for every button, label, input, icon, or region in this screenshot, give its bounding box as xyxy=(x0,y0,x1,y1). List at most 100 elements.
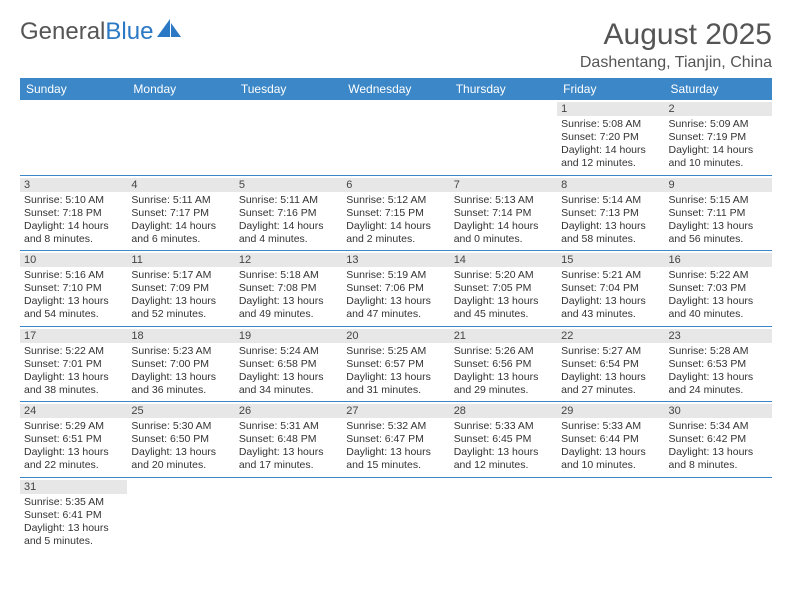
calendar-cell: 30Sunrise: 5:34 AMSunset: 6:42 PMDayligh… xyxy=(665,402,772,478)
daylight-text: Daylight: 13 hours and 58 minutes. xyxy=(561,220,660,246)
sunset-text: Sunset: 7:03 PM xyxy=(669,282,768,295)
calendar-cell: 10Sunrise: 5:16 AMSunset: 7:10 PMDayligh… xyxy=(20,251,127,327)
day-header: Sunday xyxy=(20,78,127,100)
calendar-cell: 26 Sunrise: 5:31 AMSunset: 6:48 PMDayligh… xyxy=(235,402,342,478)
sunset-text: Sunset: 7:17 PM xyxy=(131,207,230,220)
calendar-row: 24Sunrise: 5:29 AMSunset: 6:51 PMDayligh… xyxy=(20,402,772,478)
daylight-text: Daylight: 13 hours and 20 minutes. xyxy=(131,446,230,472)
calendar-cell: 19Sunrise: 5:24 AMSunset: 6:58 PMDayligh… xyxy=(235,326,342,402)
daylight-text: Daylight: 13 hours and 38 minutes. xyxy=(24,371,123,397)
day-number: 26 xyxy=(235,404,342,418)
sunset-text: Sunset: 7:08 PM xyxy=(239,282,338,295)
day-number: 5 xyxy=(235,178,342,192)
sunrise-text: Sunrise: 5:13 AM xyxy=(454,194,553,207)
daylight-text: Daylight: 14 hours and 6 minutes. xyxy=(131,220,230,246)
daylight-text: Daylight: 13 hours and 34 minutes. xyxy=(239,371,338,397)
day-header: Thursday xyxy=(450,78,557,100)
calendar-row: 1Sunrise: 5:08 AMSunset: 7:20 PMDaylight… xyxy=(20,100,772,175)
calendar-cell: 2Sunrise: 5:09 AMSunset: 7:19 PMDaylight… xyxy=(665,100,772,175)
calendar-cell: 20Sunrise: 5:25 AMSunset: 6:57 PMDayligh… xyxy=(342,326,449,402)
sunrise-text: Sunrise: 5:11 AM xyxy=(131,194,230,207)
daylight-text: Daylight: 14 hours and 10 minutes. xyxy=(669,144,768,170)
daylight-text: Daylight: 13 hours and 8 minutes. xyxy=(669,446,768,472)
sunset-text: Sunset: 7:13 PM xyxy=(561,207,660,220)
sunset-text: Sunset: 7:18 PM xyxy=(24,207,123,220)
calendar-cell-empty xyxy=(450,477,557,552)
daylight-text: Daylight: 13 hours and 54 minutes. xyxy=(24,295,123,321)
sunrise-text: Sunrise: 5:31 AM xyxy=(239,420,338,433)
calendar-cell-empty xyxy=(235,100,342,175)
calendar-cell: 18Sunrise: 5:23 AMSunset: 7:00 PMDayligh… xyxy=(127,326,234,402)
calendar-cell: 15Sunrise: 5:21 AMSunset: 7:04 PMDayligh… xyxy=(557,251,664,327)
daylight-text: Daylight: 13 hours and 31 minutes. xyxy=(346,371,445,397)
calendar-cell-empty xyxy=(127,477,234,552)
day-number: 16 xyxy=(665,253,772,267)
day-number: 13 xyxy=(342,253,449,267)
sunset-text: Sunset: 6:44 PM xyxy=(561,433,660,446)
calendar-cell: 5Sunrise: 5:11 AMSunset: 7:16 PMDaylight… xyxy=(235,175,342,251)
calendar-cell: 11Sunrise: 5:17 AMSunset: 7:09 PMDayligh… xyxy=(127,251,234,327)
daylight-text: Daylight: 13 hours and 27 minutes. xyxy=(561,371,660,397)
month-title: August 2025 xyxy=(580,18,772,52)
calendar-cell: 13Sunrise: 5:19 AMSunset: 7:06 PMDayligh… xyxy=(342,251,449,327)
calendar-cell: 29Sunrise: 5:33 AMSunset: 6:44 PMDayligh… xyxy=(557,402,664,478)
sunset-text: Sunset: 6:48 PM xyxy=(239,433,338,446)
calendar-cell: 21Sunrise: 5:26 AMSunset: 6:56 PMDayligh… xyxy=(450,326,557,402)
day-number: 31 xyxy=(20,480,127,494)
sunrise-text: Sunrise: 5:30 AM xyxy=(131,420,230,433)
sunset-text: Sunset: 6:57 PM xyxy=(346,358,445,371)
sunrise-text: Sunrise: 5:16 AM xyxy=(24,269,123,282)
sunset-text: Sunset: 6:45 PM xyxy=(454,433,553,446)
day-number: 23 xyxy=(665,329,772,343)
sunset-text: Sunset: 7:00 PM xyxy=(131,358,230,371)
day-header: Monday xyxy=(127,78,234,100)
day-number: 20 xyxy=(342,329,449,343)
day-number: 1 xyxy=(557,102,664,116)
day-number: 25 xyxy=(127,404,234,418)
daylight-text: Daylight: 14 hours and 0 minutes. xyxy=(454,220,553,246)
calendar-cell-empty xyxy=(450,100,557,175)
calendar-table: SundayMondayTuesdayWednesdayThursdayFrid… xyxy=(20,78,772,552)
calendar-cell: 1Sunrise: 5:08 AMSunset: 7:20 PMDaylight… xyxy=(557,100,664,175)
sunrise-text: Sunrise: 5:28 AM xyxy=(669,345,768,358)
sunrise-text: Sunrise: 5:17 AM xyxy=(131,269,230,282)
sunrise-text: Sunrise: 5:22 AM xyxy=(24,345,123,358)
day-header: Friday xyxy=(557,78,664,100)
sunrise-text: Sunrise: 5:09 AM xyxy=(669,118,768,131)
calendar-cell: 12Sunrise: 5:18 AMSunset: 7:08 PMDayligh… xyxy=(235,251,342,327)
calendar-cell: 9Sunrise: 5:15 AMSunset: 7:11 PMDaylight… xyxy=(665,175,772,251)
sunrise-text: Sunrise: 5:33 AM xyxy=(561,420,660,433)
sunrise-text: Sunrise: 5:26 AM xyxy=(454,345,553,358)
sunset-text: Sunset: 7:05 PM xyxy=(454,282,553,295)
daylight-text: Daylight: 14 hours and 4 minutes. xyxy=(239,220,338,246)
sunrise-text: Sunrise: 5:08 AM xyxy=(561,118,660,131)
sunrise-text: Sunrise: 5:22 AM xyxy=(669,269,768,282)
calendar-cell: 25Sunrise: 5:30 AMSunset: 6:50 PMDayligh… xyxy=(127,402,234,478)
sunset-text: Sunset: 7:10 PM xyxy=(24,282,123,295)
day-number: 30 xyxy=(665,404,772,418)
sunset-text: Sunset: 6:53 PM xyxy=(669,358,768,371)
day-number: 22 xyxy=(557,329,664,343)
sunset-text: Sunset: 6:54 PM xyxy=(561,358,660,371)
daylight-text: Daylight: 13 hours and 49 minutes. xyxy=(239,295,338,321)
header: GeneralBlue August 2025 Dashentang, Tian… xyxy=(20,18,772,72)
daylight-text: Daylight: 13 hours and 22 minutes. xyxy=(24,446,123,472)
calendar-cell: 17Sunrise: 5:22 AMSunset: 7:01 PMDayligh… xyxy=(20,326,127,402)
calendar-cell-empty xyxy=(342,100,449,175)
sunset-text: Sunset: 7:01 PM xyxy=(24,358,123,371)
daylight-text: Daylight: 13 hours and 5 minutes. xyxy=(24,522,123,548)
calendar-cell: 28Sunrise: 5:33 AMSunset: 6:45 PMDayligh… xyxy=(450,402,557,478)
daylight-text: Daylight: 13 hours and 45 minutes. xyxy=(454,295,553,321)
day-header: Saturday xyxy=(665,78,772,100)
day-number: 12 xyxy=(235,253,342,267)
sunrise-text: Sunrise: 5:35 AM xyxy=(24,496,123,509)
sunrise-text: Sunrise: 5:12 AM xyxy=(346,194,445,207)
sunset-text: Sunset: 7:19 PM xyxy=(669,131,768,144)
calendar-cell: 16Sunrise: 5:22 AMSunset: 7:03 PMDayligh… xyxy=(665,251,772,327)
daylight-text: Daylight: 13 hours and 29 minutes. xyxy=(454,371,553,397)
daylight-text: Daylight: 13 hours and 10 minutes. xyxy=(561,446,660,472)
sunrise-text: Sunrise: 5:19 AM xyxy=(346,269,445,282)
daylight-text: Daylight: 13 hours and 17 minutes. xyxy=(239,446,338,472)
sail-icon xyxy=(157,18,183,46)
sunrise-text: Sunrise: 5:24 AM xyxy=(239,345,338,358)
